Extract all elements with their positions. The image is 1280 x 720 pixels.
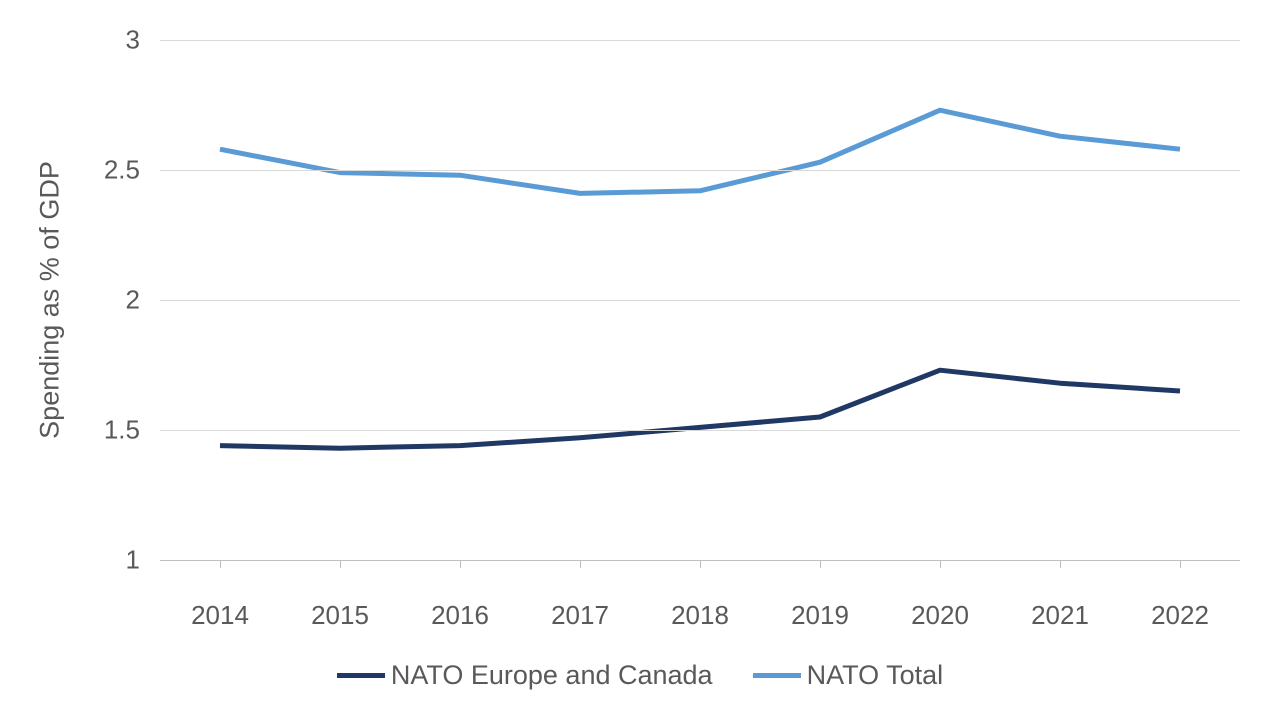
y-tick-label: 1 — [0, 545, 140, 576]
x-tick-mark — [580, 560, 581, 568]
x-tick-mark — [460, 560, 461, 568]
x-tick-label: 2018 — [671, 600, 729, 631]
legend-item: NATO Europe and Canada — [337, 660, 713, 691]
series-line — [220, 110, 1180, 193]
x-tick-mark — [220, 560, 221, 568]
grid-line — [160, 170, 1240, 171]
x-tick-label: 2020 — [911, 600, 969, 631]
y-tick-label: 1.5 — [0, 415, 140, 446]
legend-label: NATO Europe and Canada — [391, 660, 713, 691]
grid-line — [160, 300, 1240, 301]
plot-area — [160, 40, 1240, 560]
legend-item: NATO Total — [753, 660, 944, 691]
line-chart: Spending as % of GDP NATO Europe and Can… — [0, 0, 1280, 720]
x-tick-mark — [700, 560, 701, 568]
x-tick-mark — [1180, 560, 1181, 568]
legend-label: NATO Total — [807, 660, 944, 691]
grid-line — [160, 430, 1240, 431]
x-tick-label: 2015 — [311, 600, 369, 631]
x-tick-mark — [820, 560, 821, 568]
chart-legend: NATO Europe and Canada NATO Total — [0, 660, 1280, 691]
x-tick-mark — [940, 560, 941, 568]
legend-swatch — [337, 673, 385, 678]
grid-line — [160, 40, 1240, 41]
y-tick-label: 3 — [0, 25, 140, 56]
x-tick-label: 2017 — [551, 600, 609, 631]
legend-swatch — [753, 673, 801, 678]
x-tick-mark — [340, 560, 341, 568]
y-tick-label: 2 — [0, 285, 140, 316]
x-tick-label: 2022 — [1151, 600, 1209, 631]
x-tick-label: 2019 — [791, 600, 849, 631]
x-tick-label: 2016 — [431, 600, 489, 631]
x-tick-label: 2021 — [1031, 600, 1089, 631]
x-tick-mark — [1060, 560, 1061, 568]
series-line — [220, 370, 1180, 448]
y-tick-label: 2.5 — [0, 155, 140, 186]
x-tick-label: 2014 — [191, 600, 249, 631]
